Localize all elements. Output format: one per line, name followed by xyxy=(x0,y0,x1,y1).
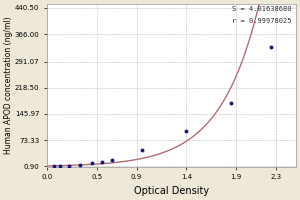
Point xyxy=(268,46,273,49)
Point xyxy=(89,162,94,165)
Point xyxy=(109,159,114,162)
Point xyxy=(229,102,233,105)
Point xyxy=(99,160,104,164)
Text: r = 0.99978025: r = 0.99978025 xyxy=(232,18,291,24)
X-axis label: Optical Density: Optical Density xyxy=(134,186,209,196)
Text: S = 4.01638680: S = 4.01638680 xyxy=(232,6,291,12)
Point xyxy=(139,149,144,152)
Point xyxy=(58,164,62,168)
Point xyxy=(184,129,189,132)
Y-axis label: Human APOD concentration (ng/ml): Human APOD concentration (ng/ml) xyxy=(4,17,13,154)
Point xyxy=(52,165,56,168)
Point xyxy=(77,163,82,166)
Point xyxy=(66,164,71,167)
